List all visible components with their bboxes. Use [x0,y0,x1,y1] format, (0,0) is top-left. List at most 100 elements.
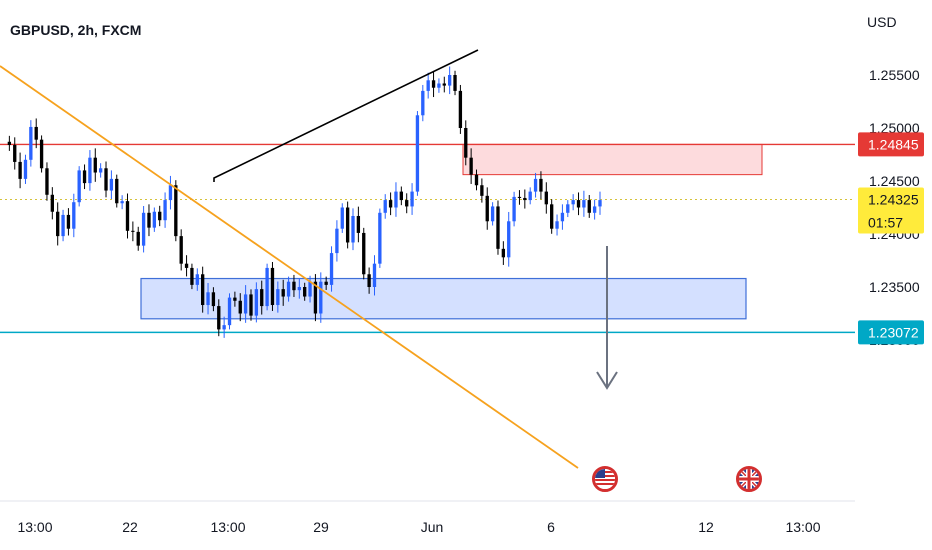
candle-body [598,200,602,207]
time-tick-label: 13:00 [17,519,52,535]
candle [227,293,232,330]
candle-body [372,263,377,287]
symbol-title: GBPUSD, 2h, FXCM [10,22,142,38]
candle-body [206,292,210,306]
candle [485,187,489,230]
candle [571,194,575,211]
candle [442,76,446,93]
candle [29,120,33,167]
candle [517,190,522,205]
candle [211,287,216,312]
candle [50,187,54,220]
candle [474,169,479,191]
candle [496,200,500,255]
rising-wedge-line[interactable] [213,49,479,182]
candle [329,246,334,292]
resistance-price-tag-bg [858,132,924,157]
candle-body [125,201,130,231]
candle-body [115,178,119,204]
candle-body [485,195,489,222]
candle [39,135,44,173]
descending-trendline[interactable] [0,65,579,469]
supply-zone[interactable] [462,143,763,176]
candle [528,187,532,205]
candle-body [158,211,162,221]
candle-body [292,281,296,291]
candle [388,192,393,216]
candle-body [431,80,436,88]
candle-body [286,281,291,297]
candle-body [405,200,409,207]
candle [362,227,366,280]
currency-label: USD [867,14,897,30]
time-tick-label: 29 [313,519,329,535]
candle-body [550,204,554,229]
candle [61,209,65,242]
candle-body [217,306,221,330]
candle-body [453,75,457,91]
candle [399,186,403,206]
time-tick-label: Jun [421,519,444,535]
candle [23,154,28,184]
candle-body [184,263,189,268]
candle-body [82,170,87,184]
price-axis[interactable]: 1.255001.250001.245001.240001.235001.230… [858,67,924,348]
candle-body [238,300,242,314]
time-axis[interactable]: 13:00 22 13:00 29 Jun 6 12 13:00 [17,519,820,535]
candle [372,255,377,296]
candle [394,182,398,217]
demand-zone[interactable] [140,277,747,320]
candle [480,178,484,203]
candle-body [168,185,173,201]
candle-body [507,221,511,258]
candles-layer [7,66,602,338]
candle-body [265,267,269,307]
candle-body [501,248,506,258]
current-price-tag-bg [858,187,924,234]
candle-body [319,281,323,314]
candle-body [458,90,463,128]
candle [453,70,457,96]
uk-flag-icon[interactable] [736,466,762,492]
candle [544,182,548,214]
candle-body [61,214,65,237]
us-flag-icon[interactable] [592,466,618,492]
candle [141,206,146,253]
time-tick-label: 13:00 [210,519,245,535]
candle [56,202,60,246]
candle-body [313,281,318,314]
candle [592,199,597,220]
candle-body [190,267,194,285]
candle [243,285,248,323]
candle-body [351,215,355,243]
candle-body [356,215,361,233]
candle [217,299,221,337]
candle [77,166,81,207]
candle-body [77,170,81,203]
time-tick-label: 6 [547,519,555,535]
candle [82,164,87,190]
candle-body [120,201,124,204]
candle [345,201,350,249]
candle-body [147,212,151,228]
candle [340,203,344,233]
candle-body [66,214,71,229]
candle-body [29,126,33,160]
price-tick-label: 1.23500 [869,279,920,295]
candle-body [163,200,167,221]
candle-body [496,206,500,249]
candle-body [50,194,54,212]
candle-body [329,253,334,285]
projection-arrow-head[interactable] [596,371,618,390]
candle [136,226,140,251]
candle-body [39,139,44,169]
candle-body [378,212,382,264]
candle-body [18,161,22,179]
candle [270,261,275,311]
candle-body [437,83,441,88]
candle [501,241,506,265]
candle-body [464,128,468,158]
candle-body [533,178,538,192]
candle [405,193,409,214]
